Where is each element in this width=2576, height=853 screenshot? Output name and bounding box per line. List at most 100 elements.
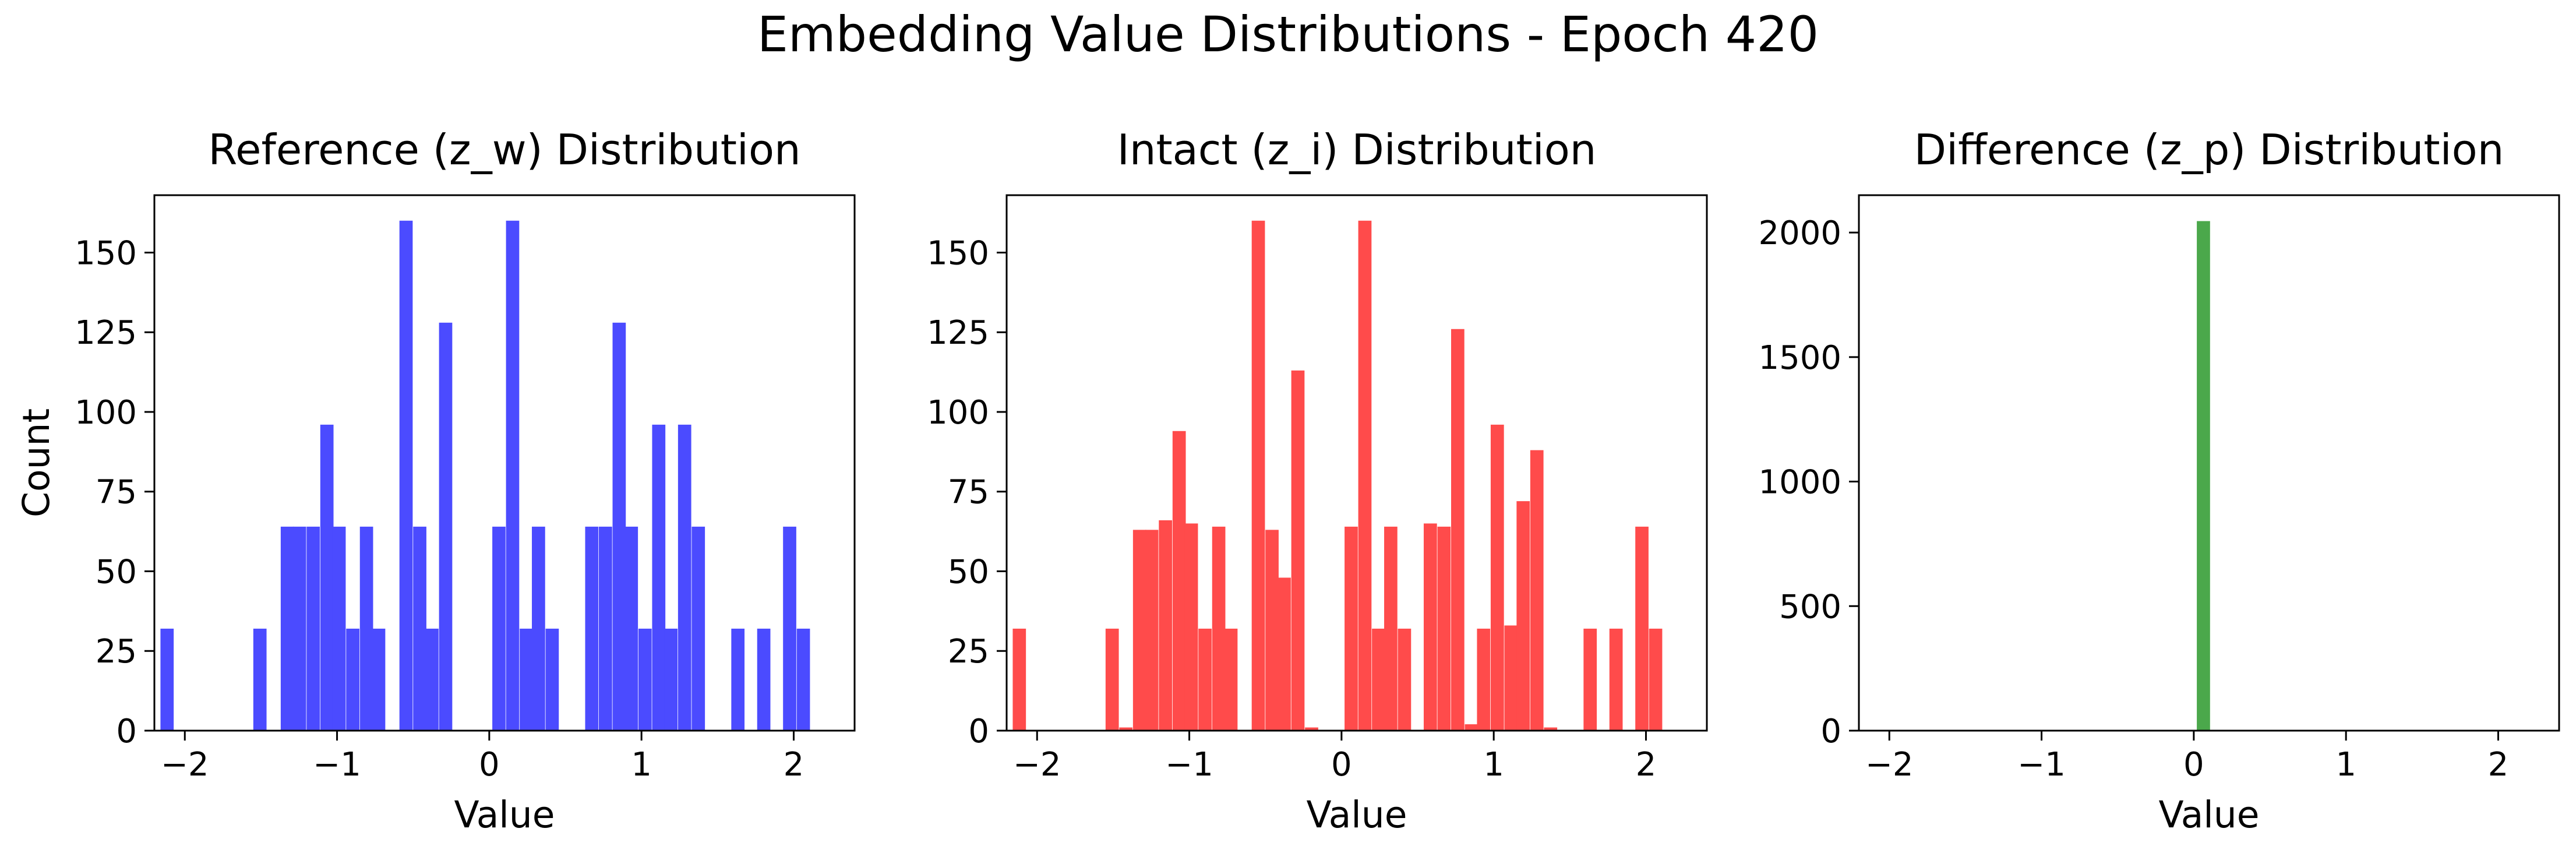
subplot-3: −2 −1 0 1 2 0 500 1000 1500 2000 Difference (z_p) … [1758, 125, 2560, 836]
histogram-bars [1012, 220, 1663, 731]
x-tick-label: 2 [784, 746, 804, 784]
y-tick-label: 500 [1779, 588, 1841, 626]
histogram-bar [731, 628, 745, 731]
x-tick-label: −1 [1165, 746, 1213, 784]
y-axis-label: Count [15, 408, 58, 517]
histogram-bar [1649, 628, 1663, 731]
histogram-bar [1609, 628, 1623, 731]
histogram-bar [1516, 501, 1530, 731]
y-tick-label: 50 [948, 553, 989, 591]
histogram-bar [624, 526, 638, 731]
histogram-bar [1172, 431, 1186, 731]
x-tick-label: −1 [313, 746, 361, 784]
histogram-bar [677, 424, 691, 731]
x-axis-label: Value [454, 794, 555, 836]
axes-frame [1858, 194, 2560, 732]
histogram-bar [372, 628, 386, 731]
x-tick-label: −2 [1865, 746, 1914, 784]
histogram-bar [292, 526, 306, 731]
histogram-bar [1544, 727, 1558, 731]
x-tick-label: −1 [2017, 746, 2066, 784]
histogram-bar [1224, 628, 1238, 731]
histogram-bars [160, 220, 810, 731]
x-tick-label: 2 [1636, 746, 1657, 784]
histogram-bar [492, 526, 506, 731]
x-axis-label: Value [2158, 794, 2259, 836]
histogram-bar [1278, 577, 1291, 731]
subplot-title: Intact (z_i) Distribution [1117, 125, 1597, 174]
y-tick-label: 75 [96, 474, 137, 512]
y-tick-label: 0 [1820, 713, 1841, 750]
y-tick-label: 0 [116, 713, 137, 750]
histogram-bar [506, 220, 520, 731]
y-tick-label: 50 [96, 553, 137, 591]
histogram-bar [1451, 329, 1465, 731]
histogram-bar [1530, 450, 1544, 731]
histogram-bar [1212, 526, 1226, 731]
subplot-2: −2 −1 0 1 2 0 25 50 75 100 125 150 Intact (z_i) Dist… [927, 125, 1708, 836]
y-tick-label: 150 [75, 234, 137, 272]
x-tick-label: 1 [2335, 746, 2356, 784]
histogram-bar [1358, 220, 1372, 731]
x-tick-label: 1 [1483, 746, 1504, 784]
histogram-bar [1119, 727, 1133, 731]
histogram-bar [306, 526, 320, 731]
histogram-bar [399, 220, 413, 731]
y-tick-label: 125 [927, 314, 989, 352]
histogram-bar [1251, 220, 1265, 731]
histogram-bar [1504, 625, 1518, 731]
subplot-title: Reference (z_w) Distribution [208, 125, 800, 174]
x-tick-label: −2 [1013, 746, 1061, 784]
histogram-bar [1423, 523, 1437, 731]
histogram-bar [1198, 628, 1212, 731]
histogram-bar [652, 424, 666, 731]
histogram-bar [1437, 526, 1451, 731]
y-tick-label: 75 [948, 474, 989, 512]
histogram-bar [664, 628, 678, 731]
histogram-bar [1265, 530, 1279, 731]
histogram-bar [638, 628, 652, 731]
histogram-bar [346, 628, 359, 731]
x-tick-label: 0 [479, 746, 500, 784]
histogram-bar [2197, 221, 2210, 731]
histogram-bar [413, 526, 426, 731]
histogram-bar [1159, 520, 1173, 731]
subplot-1: −2 −1 0 1 2 0 25 50 75 100 125 150 Reference (z_w) D… [15, 125, 856, 836]
x-tick-label: 0 [1331, 746, 1352, 784]
histogram-bar [783, 526, 796, 731]
y-tick-label: 0 [968, 713, 989, 750]
histogram-bar [1132, 530, 1146, 731]
histogram-bar [1465, 724, 1478, 731]
y-tick-label: 2000 [1758, 214, 1841, 252]
histogram-bar [691, 526, 705, 731]
y-tick-label: 25 [96, 633, 137, 671]
histogram-bar [545, 628, 559, 731]
histogram-bar [332, 526, 346, 731]
histogram-bar [320, 424, 334, 731]
y-tick-label: 100 [927, 394, 989, 432]
histogram-bar [1635, 526, 1649, 731]
histogram-bar [1384, 526, 1398, 731]
histogram-bar [1345, 526, 1358, 731]
histogram-bar [1145, 530, 1159, 731]
axes-frame [153, 194, 856, 732]
histogram-bar [359, 526, 373, 731]
histogram-bar [1477, 628, 1491, 731]
histogram-bar [599, 526, 612, 731]
y-tick-label: 25 [948, 633, 989, 671]
histogram-bar [1305, 727, 1318, 731]
histogram-bar [612, 322, 626, 731]
histogram-bar [520, 628, 533, 731]
histogram-bar [160, 628, 174, 731]
y-tick-label: 1000 [1758, 464, 1841, 502]
histogram-bar [1398, 628, 1411, 731]
figure-title: Embedding Value Distributions - Epoch 42… [757, 6, 1819, 63]
histogram-bar [253, 628, 267, 731]
histogram-bar [1105, 628, 1119, 731]
subplot-title: Difference (z_p) Distribution [1914, 125, 2504, 174]
y-tick-label: 100 [75, 394, 137, 432]
histogram-bar [1012, 628, 1026, 731]
histogram-bar [796, 628, 810, 731]
y-tick-label: 1500 [1758, 339, 1841, 377]
